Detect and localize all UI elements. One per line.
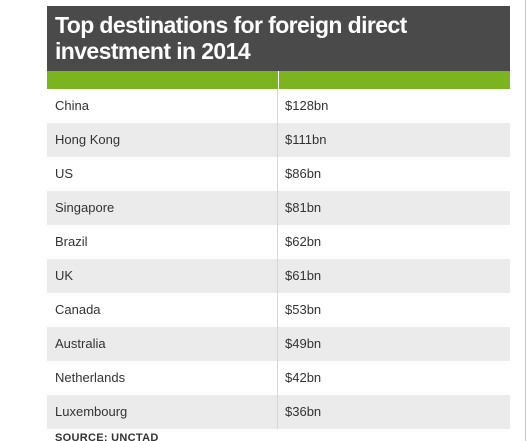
fdi-value-cell: $111bn [285, 132, 327, 147]
table-row: Brazil $62bn [47, 225, 510, 259]
table-header-row [47, 71, 510, 89]
divider [525, 0, 526, 441]
table-row: Hong Kong $111bn [47, 123, 510, 157]
table-title-line-1: Top destinations for foreign direct [55, 12, 407, 38]
fdi-table: Top destinations for foreign direct inve… [47, 6, 510, 429]
table-row: US $86bn [47, 157, 510, 191]
table-row: Singapore $81bn [47, 191, 510, 225]
fdi-value-cell: $49bn [285, 336, 322, 351]
country-cell: Hong Kong [47, 123, 278, 157]
table-row: Luxembourg $36bn [47, 395, 510, 429]
fdi-value-cell: $128bn [285, 98, 329, 113]
header-cell-value [279, 71, 510, 89]
header-cell-country [47, 71, 279, 89]
table-row: Australia $49bn [47, 327, 510, 361]
table-title-line-2: investment in 2014 [55, 38, 251, 64]
country-cell: US [47, 157, 278, 191]
table-row: UK $61bn [47, 259, 510, 293]
country-cell: Netherlands [47, 361, 278, 395]
country-cell: China [47, 89, 278, 123]
table-row: China $128bn [47, 89, 510, 123]
country-cell: UK [47, 259, 278, 293]
country-cell: Brazil [47, 225, 278, 259]
source-note: SOURCE: UNCTAD [55, 432, 159, 441]
country-cell: Singapore [47, 191, 278, 225]
fdi-value-cell: $81bn [285, 200, 322, 215]
fdi-value-cell: $61bn [285, 268, 322, 283]
country-cell: Australia [47, 327, 278, 361]
fdi-value-cell: $53bn [285, 302, 322, 317]
table-title: Top destinations for foreign direct inve… [47, 6, 510, 71]
table-row: Netherlands $42bn [47, 361, 510, 395]
fdi-value-cell: $62bn [285, 234, 322, 249]
fdi-value-cell: $42bn [285, 370, 322, 385]
country-cell: Luxembourg [47, 395, 278, 429]
fdi-value-cell: $36bn [285, 404, 322, 419]
table-row: Canada $53bn [47, 293, 510, 327]
table-body: China $128bn Hong Kong $111bn US $86bn Singapo… [47, 89, 510, 429]
fdi-value-cell: $86bn [285, 166, 322, 181]
country-cell: Canada [47, 293, 278, 327]
